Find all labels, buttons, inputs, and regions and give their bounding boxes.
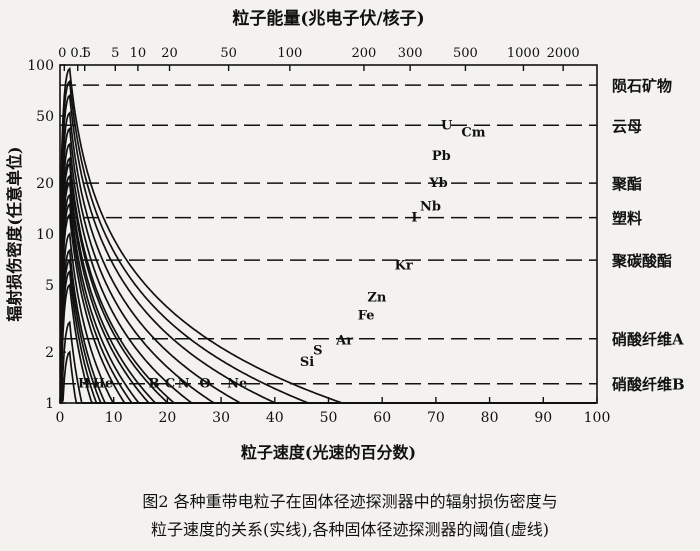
x-tick-label: 100 (584, 410, 611, 426)
top-tick-label: 0 (58, 46, 66, 61)
y-tick-label: 1 (45, 396, 54, 412)
x-tick-label: 0 (56, 410, 65, 426)
y-tick-label: 10 (36, 227, 54, 243)
series-label: Si (300, 355, 314, 370)
series-curve (59, 193, 596, 404)
top-tick-label: 10 (130, 46, 147, 61)
y-tick-label: 2 (45, 345, 54, 361)
top-tick-label: 1 (81, 46, 89, 61)
x-tick-label: 10 (105, 410, 123, 426)
series-curve (59, 258, 596, 404)
x-tick-label: 30 (212, 410, 230, 426)
figure-caption-line-2: 粒子速度的关系(实线),各种固体径迹探测器的阈值(虚线) (150, 520, 550, 539)
series-curve (60, 320, 596, 404)
top-tick-label: 2000 (547, 46, 580, 61)
top-tick-label: 500 (453, 46, 478, 61)
series-curve (59, 93, 596, 404)
series-label: B (148, 377, 159, 392)
figure-caption-line-1: 图2 各种重带电粒子在固体径迹探测器中的辐射损伤密度与 (142, 492, 558, 511)
y-tick-label: 20 (36, 176, 54, 192)
y-tick-label: 100 (27, 58, 54, 74)
series-label: I (411, 211, 417, 226)
series-label: Yb (428, 176, 447, 191)
series-label: Ne (227, 377, 247, 392)
top-axis-title: 粒子能量(兆电子伏/核子) (232, 8, 424, 29)
series-label: Pb (432, 149, 451, 164)
threshold-label: 硝酸纤维A (612, 331, 684, 349)
threshold-label: 云母 (612, 117, 642, 135)
plot-frame (59, 64, 598, 404)
series-curve (59, 156, 596, 404)
top-tick-label: 300 (398, 46, 423, 61)
top-tick-label: 5 (111, 46, 119, 61)
series-label: U (441, 118, 453, 133)
y-axis-title: 辐射损伤密度(任意单位) (5, 146, 24, 321)
series-curve (59, 248, 596, 404)
series-label: O (199, 377, 210, 392)
top-tick-label: 0.5 (70, 46, 91, 61)
threshold-label: 塑料 (612, 210, 642, 228)
x-tick-label: 90 (534, 410, 552, 426)
series-label: H (78, 377, 90, 392)
series-label: S (313, 343, 322, 358)
x-tick-label: 60 (373, 410, 391, 426)
series-curve (59, 66, 596, 404)
series-label: Fe (358, 308, 375, 323)
threshold-label: 聚碳酸酯 (611, 252, 672, 270)
top-tick-label: 100 (277, 46, 302, 61)
x-axis-title: 粒子速度(光速的百分数) (241, 443, 416, 462)
x-tick-label: 50 (320, 410, 338, 426)
x-tick-label: 80 (481, 410, 499, 426)
series-label: Ar (335, 333, 353, 348)
series-label: He (93, 377, 114, 392)
series-curve (60, 350, 596, 404)
x-tick-label: 20 (158, 410, 176, 426)
top-tick-label: 200 (352, 46, 377, 61)
series-curve (59, 232, 596, 404)
threshold-label: 聚酯 (611, 175, 642, 193)
series-label: N (178, 377, 190, 392)
threshold-label: 硝酸纤维B (612, 376, 685, 394)
series-curve (59, 181, 596, 404)
y-tick-label: 5 (45, 278, 54, 294)
y-tick-label: 50 (36, 109, 54, 125)
series-curve (59, 162, 596, 404)
series-label: C (165, 377, 175, 392)
series-label-cm: Cm (461, 125, 485, 140)
x-tick-label: 70 (427, 410, 445, 426)
series-label: Nb (420, 200, 441, 215)
x-tick-label: 40 (266, 410, 284, 426)
top-tick-label: 50 (220, 46, 237, 61)
top-tick-label: 20 (161, 46, 178, 61)
series-curve (59, 111, 596, 404)
top-tick-label: 1000 (507, 46, 540, 61)
series-label: Zn (367, 291, 386, 306)
series-curve (59, 126, 596, 404)
threshold-label: 陨石矿物 (612, 77, 672, 95)
series-label: Kr (395, 259, 413, 274)
